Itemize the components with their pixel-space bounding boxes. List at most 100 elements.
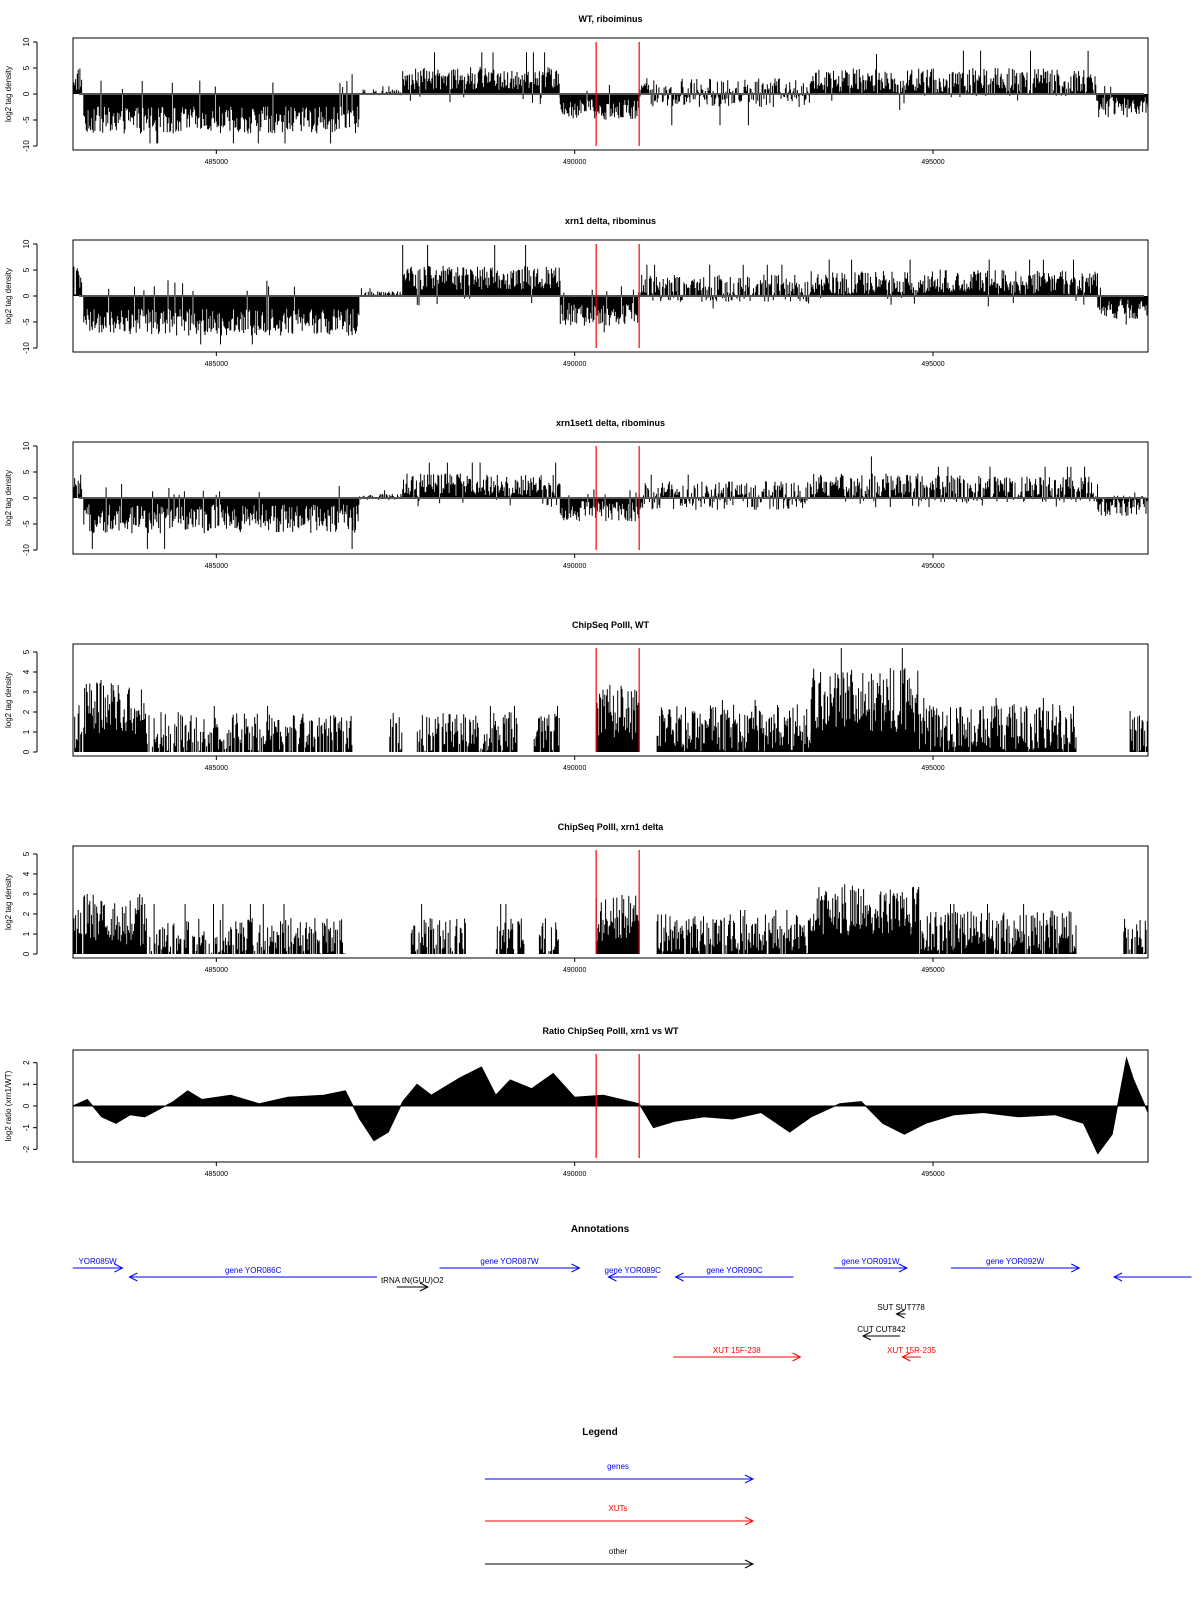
legend-entries: genes XUTs other <box>485 1462 755 1569</box>
feature-label: gene YOR091W <box>841 1257 900 1266</box>
arrow-head-icon <box>571 1263 581 1273</box>
y-tick-label: 2 <box>22 911 31 916</box>
arrow-head-icon <box>1071 1263 1081 1273</box>
y-tick-label: 5 <box>22 469 31 474</box>
y-tick-label: 10 <box>22 441 31 450</box>
y-tick-label: 3 <box>22 891 31 896</box>
y-tick-label: -5 <box>22 318 31 326</box>
feature-label: XUT 15F-238 <box>713 1346 761 1355</box>
track-title: xrn1set1 delta, ribominus <box>556 418 665 428</box>
feature-label: gene YOR089C <box>605 1266 662 1275</box>
annotation-feature: XUT 15F-238 <box>673 1346 802 1362</box>
legend-entry-genes: genes <box>485 1462 755 1484</box>
feature-label: gene YOR086C <box>225 1266 282 1275</box>
annotation-feature: SUT SUT778 <box>877 1303 925 1319</box>
legend-entry-XUTs: XUTs <box>485 1504 755 1526</box>
x-tick-label: 490000 <box>563 563 586 570</box>
x-tick-label: 490000 <box>563 361 586 368</box>
arrow-head-icon <box>792 1352 802 1362</box>
density-bars <box>72 884 1149 954</box>
y-axis-label: log2 tag density <box>4 268 13 324</box>
y-tick-label: 10 <box>22 239 31 248</box>
x-tick-label: 485000 <box>205 765 228 772</box>
density-bars <box>72 648 1148 752</box>
annotation-feature: gene YOR092W <box>950 1257 1081 1273</box>
annotation-feature: gene YOR086C <box>128 1266 378 1282</box>
track-title: ChipSeq PolII, xrn1 delta <box>558 822 665 832</box>
x-tick-label: 490000 <box>563 1171 586 1178</box>
y-tick-label: -5 <box>22 520 31 528</box>
arrow-head-icon <box>744 1474 755 1484</box>
legend-label: XUTs <box>608 1504 627 1513</box>
y-tick-label: 2 <box>22 1060 31 1065</box>
annotation-feature: CUT CUT842 <box>857 1325 906 1341</box>
x-tick-label: 495000 <box>921 159 944 166</box>
legend-label: genes <box>607 1462 629 1471</box>
y-axis-label: log2 tag density <box>4 874 13 930</box>
feature-label: gene YOR090C <box>706 1266 763 1275</box>
arrow-head-icon <box>607 1272 617 1282</box>
arrow-head-icon <box>898 1263 909 1273</box>
feature-label: tRNA tN(GUU)O2 <box>381 1276 444 1285</box>
y-tick-label: 5 <box>22 65 31 70</box>
legend-entry-other: other <box>485 1547 755 1569</box>
y-tick-label: 0 <box>22 293 31 298</box>
annotation-feature: gene YOR090C <box>674 1266 794 1282</box>
y-tick-label: 10 <box>22 37 31 46</box>
y-tick-label: -2 <box>22 1145 31 1153</box>
annotations-title: Annotations <box>571 1224 630 1235</box>
annotation-features: YOR085W gene YOR086C tRNA tN(GUU)O2 gene YO… <box>72 1257 1192 1362</box>
y-tick-label: 0 <box>22 495 31 500</box>
annotation-feature: XUT 15R-235 <box>887 1346 936 1362</box>
y-tick-label: -10 <box>22 342 31 354</box>
track-3: xrn1set1 delta, ribominus log2 tag densit… <box>4 418 1149 570</box>
feature-label: YOR085W <box>78 1257 117 1266</box>
density-bars <box>72 456 1149 549</box>
arrow-head-icon <box>861 1331 872 1341</box>
feature-label: CUT CUT842 <box>857 1325 906 1334</box>
plot-frame <box>72 643 1149 757</box>
track-title: xrn1 delta, ribominus <box>565 216 656 226</box>
y-tick-label: 2 <box>22 709 31 714</box>
annotation-feature: tRNA tN(GUU)O2 <box>381 1276 444 1292</box>
y-tick-label: 0 <box>22 951 31 956</box>
y-tick-label: 1 <box>22 729 31 734</box>
y-axis-label: log2 ratio (xrn1/WT) <box>4 1070 13 1141</box>
arrow-head-icon <box>114 1263 124 1273</box>
x-tick-label: 495000 <box>921 563 944 570</box>
x-tick-label: 495000 <box>921 967 944 974</box>
annotations-panel: Annotations YOR085W gene YOR086C tRNA tN(G… <box>72 1224 1192 1362</box>
arrow-head-icon <box>674 1272 684 1282</box>
legend-panel: Legend genes XUTs other <box>485 1427 755 1569</box>
y-axis-label: log2 tag density <box>4 66 13 122</box>
track-6: Ratio ChipSeq PolII, xrn1 vs WT log2 rati… <box>4 1026 1149 1178</box>
arrow-head-icon <box>128 1272 138 1282</box>
x-tick-label: 490000 <box>563 967 586 974</box>
y-tick-label: 4 <box>22 669 31 674</box>
arrow-head-icon <box>901 1352 911 1362</box>
y-tick-label: 3 <box>22 689 31 694</box>
plot-frame <box>72 845 1149 959</box>
y-tick-label: 0 <box>22 749 31 754</box>
x-tick-label: 495000 <box>921 1171 944 1178</box>
arrow-head-icon <box>744 1559 755 1569</box>
arrow-head-icon <box>419 1282 430 1292</box>
y-tick-label: 0 <box>22 91 31 96</box>
track-5: ChipSeq PolII, xrn1 delta log2 tag densit… <box>4 822 1149 974</box>
feature-label: XUT 15R-235 <box>887 1346 936 1355</box>
x-tick-label: 490000 <box>563 159 586 166</box>
track-1: WT, riboiminus log2 tag density 10 5 0 -5 -10 4… <box>4 14 1149 166</box>
arrow-head-icon <box>895 1309 905 1319</box>
annotation-feature: gene YOR087W <box>439 1257 581 1273</box>
legend-label: other <box>609 1547 628 1556</box>
feature-label: SUT SUT778 <box>877 1303 925 1312</box>
ratio-area <box>72 1056 1149 1155</box>
track-title: ChipSeq PolII, WT <box>572 620 649 630</box>
density-bars <box>72 50 1149 144</box>
track-2: xrn1 delta, ribominus log2 tag density 10 5… <box>4 216 1149 368</box>
x-tick-label: 495000 <box>921 765 944 772</box>
x-tick-label: 485000 <box>205 967 228 974</box>
annotation-feature: gene YOR091W <box>834 1257 909 1273</box>
